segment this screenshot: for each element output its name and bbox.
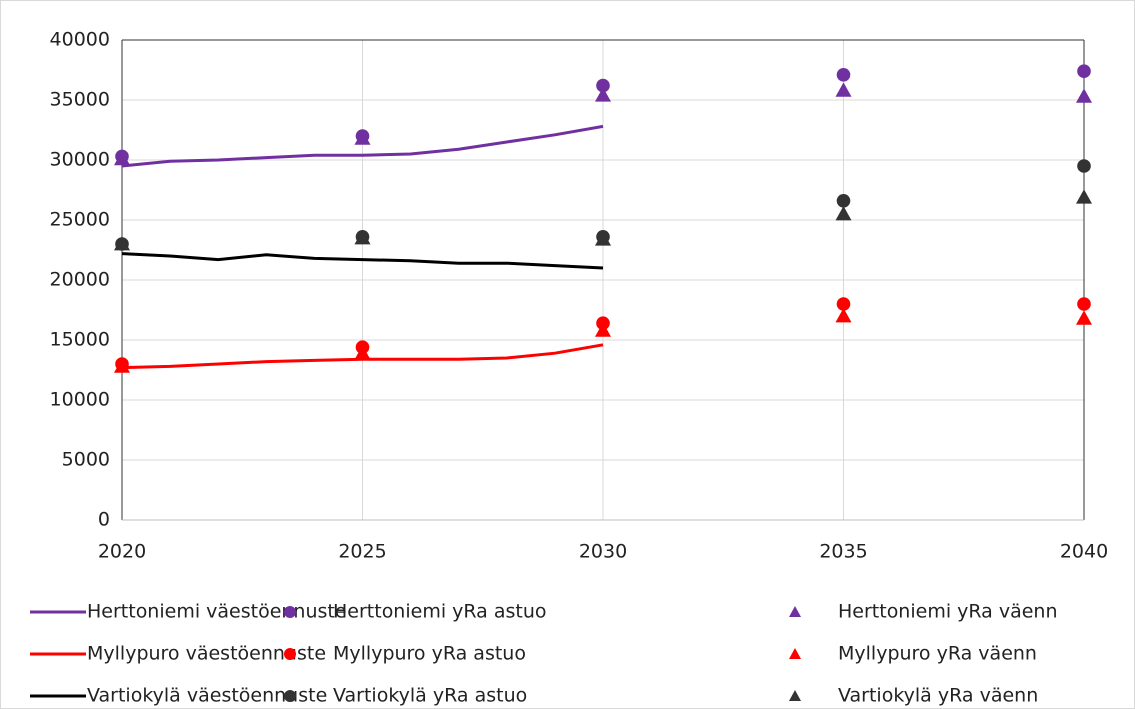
y-tick-label: 15000 — [50, 329, 110, 351]
x-tick-label: 2020 — [98, 541, 146, 563]
legend-swatch — [789, 690, 801, 701]
y-tick-label: 30000 — [50, 149, 110, 171]
legend-label: Vartiokylä väestöennuste — [87, 685, 327, 707]
data-point — [114, 358, 130, 373]
data-point — [354, 230, 371, 245]
data-point — [836, 194, 851, 208]
legend-label: Herttoniemi väestöennuste — [87, 601, 347, 623]
x-tick-label: 2035 — [819, 541, 867, 563]
legend-swatch — [284, 606, 296, 618]
x-tick-label: 2040 — [1060, 541, 1108, 563]
legend-swatch — [284, 648, 296, 660]
y-tick-label: 35000 — [50, 89, 110, 111]
data-point — [1076, 189, 1092, 204]
data-point — [354, 130, 371, 145]
data-point — [1077, 297, 1091, 311]
data-point — [836, 68, 851, 82]
data-point — [1077, 159, 1091, 173]
legend-label: Myllypuro yRa astuo — [333, 643, 526, 665]
legend-label: Vartiokylä yRa astuo — [333, 685, 527, 707]
data-point — [114, 236, 130, 251]
data-point — [354, 345, 371, 360]
legend-swatch — [789, 606, 801, 617]
data-point — [596, 78, 610, 93]
data-point — [595, 322, 611, 337]
data-point — [835, 206, 852, 221]
legend-label: Myllypuro väestöennuste — [87, 643, 326, 665]
legend-label: Herttoniemi yRa astuo — [333, 601, 547, 623]
series-line — [121, 252, 604, 270]
data-point — [1076, 88, 1092, 103]
legend-label: Herttoniemi yRa väenn — [838, 601, 1058, 623]
y-tick-label: 5000 — [62, 449, 110, 471]
data-point — [1077, 64, 1091, 78]
x-tick-label: 2030 — [579, 541, 627, 563]
data-point — [836, 297, 851, 311]
data-point — [1076, 310, 1092, 325]
legend-swatch — [789, 648, 801, 659]
legend-swatch — [284, 690, 296, 702]
data-point — [595, 231, 611, 246]
x-tick-label: 2025 — [338, 541, 386, 563]
series-line — [121, 124, 604, 168]
y-tick-label: 25000 — [50, 209, 110, 231]
legend-label: Vartiokylä yRa väenn — [838, 685, 1038, 707]
data-point — [595, 87, 611, 102]
y-tick-label: 20000 — [50, 269, 110, 291]
data-point — [114, 150, 130, 166]
y-tick-label: 0 — [98, 509, 110, 531]
data-point — [835, 82, 852, 97]
y-tick-label: 40000 — [50, 29, 110, 51]
data-point — [835, 308, 852, 323]
y-tick-label: 10000 — [50, 389, 110, 411]
legend-label: Myllypuro yRa väenn — [838, 643, 1037, 665]
